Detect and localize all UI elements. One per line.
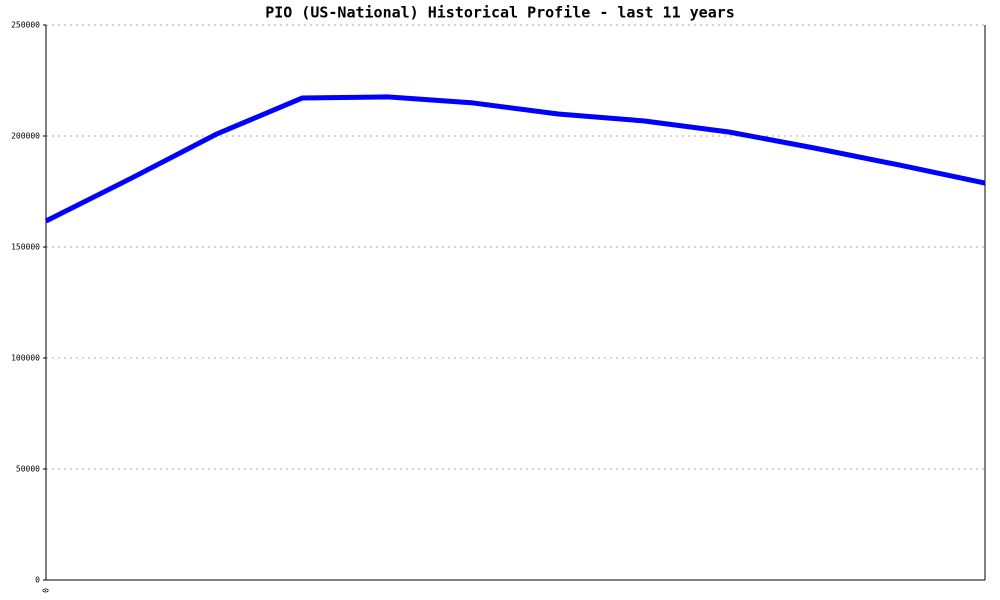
- y-tick-label: 250000: [11, 21, 40, 30]
- x-tick-label: 0: [42, 588, 51, 593]
- y-tick-label: 200000: [11, 132, 40, 141]
- data-line: [44, 94, 986, 224]
- chart-title: PIO (US-National) Historical Profile - l…: [265, 4, 735, 22]
- y-tick-label: 100000: [11, 354, 40, 363]
- y-tick-label: 50000: [16, 465, 40, 474]
- y-tick-label: 0: [35, 576, 40, 585]
- y-tick-label: 150000: [11, 243, 40, 252]
